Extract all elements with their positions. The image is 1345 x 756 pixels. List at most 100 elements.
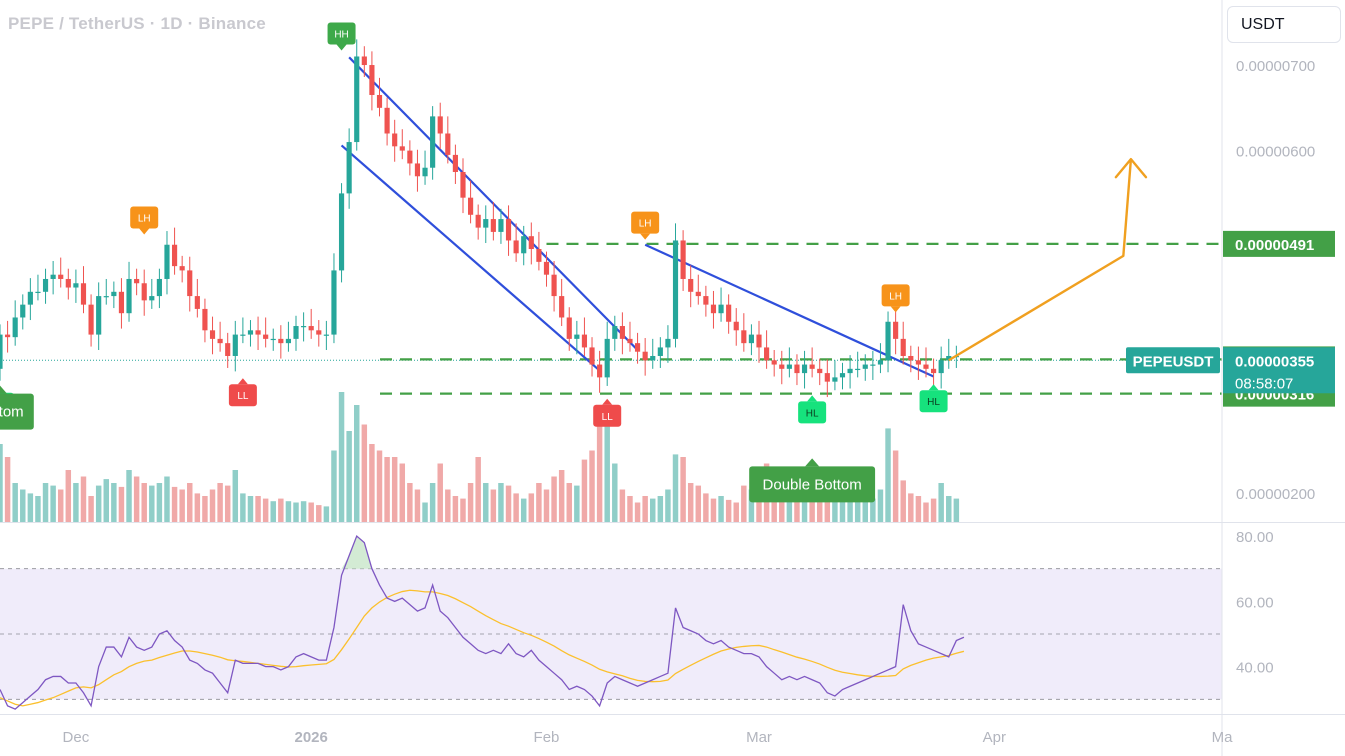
volume-bar bbox=[672, 454, 679, 522]
candle-body bbox=[718, 304, 724, 314]
volume-bar bbox=[657, 496, 664, 522]
volume-bar bbox=[885, 428, 891, 522]
volume-bar bbox=[384, 457, 390, 522]
volume-bar bbox=[725, 499, 732, 522]
swing-label-text: LL bbox=[602, 412, 614, 423]
candle-body bbox=[490, 219, 496, 232]
price-axis-label: 0.00000200 bbox=[1236, 486, 1315, 503]
swing-badge-pointer bbox=[336, 44, 347, 51]
currency-unit-button[interactable]: USDT bbox=[1227, 6, 1341, 43]
candle-body bbox=[308, 326, 314, 331]
candle-body bbox=[589, 347, 595, 365]
volume-bar bbox=[194, 493, 201, 522]
volume-bar bbox=[467, 483, 474, 522]
volume-bar bbox=[429, 483, 436, 522]
volume-bar bbox=[862, 496, 868, 522]
candle-body bbox=[483, 219, 489, 228]
candle-body bbox=[225, 343, 231, 356]
candle-body bbox=[528, 236, 534, 250]
swing-badge bbox=[130, 206, 159, 229]
candle-body bbox=[156, 278, 162, 297]
candle-body bbox=[111, 291, 117, 297]
volume-bar bbox=[437, 463, 443, 522]
candle-body bbox=[164, 244, 170, 279]
pattern-annotation-pointer bbox=[0, 385, 7, 394]
volume-bar bbox=[391, 457, 398, 522]
candle-body bbox=[665, 338, 671, 348]
volume-bar bbox=[452, 496, 459, 522]
volume-bar bbox=[475, 457, 481, 522]
volume-bar bbox=[0, 444, 3, 522]
volume-bar bbox=[558, 470, 565, 522]
swing-label-text: LH bbox=[889, 291, 902, 302]
symbol-tag: PEPEUSDT bbox=[1126, 347, 1220, 374]
candle-body bbox=[733, 321, 739, 331]
time-axis-label: Apr bbox=[983, 729, 1006, 746]
swing-badge-pointer bbox=[640, 233, 651, 240]
candle-body bbox=[748, 334, 754, 344]
volume-bar bbox=[718, 496, 724, 522]
candle-body bbox=[551, 274, 557, 297]
candle-body bbox=[270, 338, 276, 341]
volume-bar bbox=[57, 489, 64, 522]
swing-label-text: HH bbox=[334, 29, 348, 40]
candle-body bbox=[65, 278, 71, 288]
candle-body bbox=[839, 373, 846, 378]
volume-bar bbox=[316, 505, 322, 522]
candle-body bbox=[801, 364, 808, 374]
volume-bar bbox=[164, 476, 170, 522]
candle-body bbox=[247, 330, 254, 335]
time-axis-label: Mar bbox=[746, 729, 772, 746]
volume-bar bbox=[908, 493, 914, 522]
swing-badge bbox=[919, 390, 948, 413]
volume-bar bbox=[133, 476, 140, 522]
volume-bar bbox=[460, 498, 466, 522]
candle-body bbox=[361, 56, 367, 66]
volume-bar bbox=[938, 483, 944, 522]
candle-body bbox=[900, 338, 906, 356]
volume-bar bbox=[574, 485, 580, 522]
projection-arrowhead bbox=[1114, 157, 1148, 179]
projection-path bbox=[948, 159, 1133, 362]
candle-body bbox=[96, 296, 102, 335]
candle-body bbox=[612, 326, 618, 339]
volume-bar bbox=[80, 476, 87, 522]
volume-bar bbox=[179, 489, 185, 522]
candle-body bbox=[642, 351, 648, 361]
candle-body bbox=[187, 270, 193, 297]
candle-body bbox=[764, 347, 770, 361]
candle-body bbox=[118, 291, 125, 314]
volume-bar bbox=[331, 450, 337, 522]
volume-bar bbox=[247, 496, 254, 522]
candle-body bbox=[468, 197, 474, 215]
candle-body bbox=[703, 296, 709, 305]
volume-bar bbox=[12, 483, 18, 522]
candle-body bbox=[627, 338, 633, 344]
symbol-tag-text: PEPEUSDT bbox=[1133, 353, 1214, 370]
candle-body bbox=[726, 304, 732, 322]
candle-body bbox=[407, 150, 413, 164]
volume-bar bbox=[923, 502, 929, 522]
pattern-annotation-box bbox=[749, 466, 876, 503]
volume-bar bbox=[741, 485, 747, 522]
pattern-annotation-text: Bottom bbox=[0, 404, 24, 421]
volume-bar bbox=[612, 463, 618, 522]
volume-bar bbox=[733, 502, 739, 522]
pattern-annotation-box bbox=[0, 393, 34, 430]
volume-bar bbox=[126, 470, 132, 522]
volume-bar bbox=[156, 483, 163, 522]
candle-body bbox=[794, 364, 800, 374]
candle-body bbox=[50, 274, 56, 279]
candle-body bbox=[566, 317, 572, 339]
volume-bar bbox=[278, 498, 284, 522]
candle-body bbox=[209, 330, 216, 339]
candle-body bbox=[338, 193, 345, 271]
candle-body bbox=[498, 219, 504, 232]
rsi-axis-label: 40.00 bbox=[1236, 660, 1274, 677]
candle-body bbox=[73, 283, 79, 288]
horizontal-levels bbox=[0, 242, 1222, 395]
rsi-pane bbox=[0, 534, 1222, 710]
candle-body bbox=[855, 368, 861, 371]
swing-label-text: LH bbox=[138, 213, 151, 224]
